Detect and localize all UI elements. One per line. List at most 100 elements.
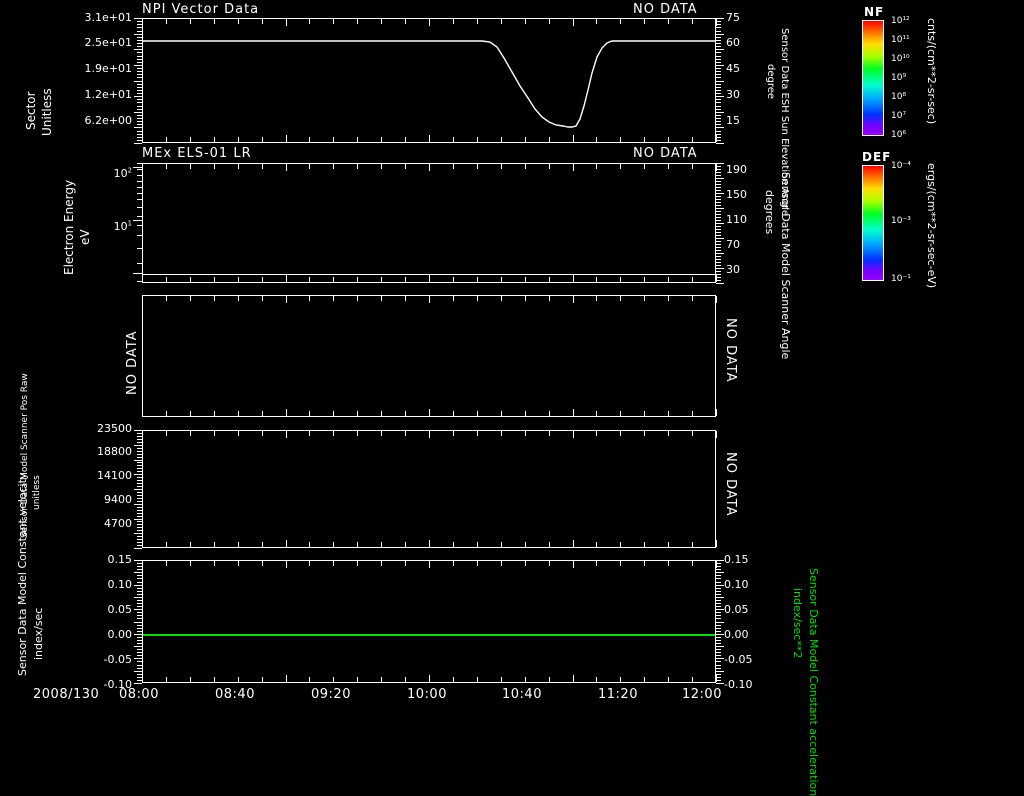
axis-tick	[596, 677, 597, 682]
axis-tick	[716, 540, 717, 547]
axis-tick	[137, 668, 142, 669]
axis-tick	[137, 436, 142, 437]
axis-tick	[357, 542, 358, 547]
axis-tick	[620, 19, 621, 24]
axis-tick	[716, 575, 721, 576]
axis-tick	[716, 671, 724, 672]
panel-5-plot-area[interactable]	[142, 560, 716, 683]
axis-tick	[692, 19, 693, 24]
axis-tick	[190, 296, 191, 301]
panel-2-plot-area[interactable]	[142, 163, 716, 283]
panel-4-ytick-4: 4700	[104, 517, 132, 530]
axis-tick	[190, 277, 191, 282]
axis-tick	[137, 187, 142, 188]
axis-tick	[620, 277, 621, 282]
axis-tick	[214, 561, 215, 566]
axis-tick	[596, 137, 597, 142]
axis-tick	[477, 296, 478, 301]
axis-tick	[692, 677, 693, 682]
axis-tick	[262, 277, 263, 282]
axis-tick	[501, 431, 502, 436]
axis-tick	[134, 460, 142, 461]
panel-2-right-ytick-3: 70	[726, 238, 740, 251]
axis-tick	[453, 677, 454, 682]
axis-tick	[137, 40, 142, 41]
axis-tick	[716, 19, 717, 26]
axis-tick	[166, 542, 167, 547]
axis-tick	[549, 411, 550, 416]
axis-tick	[620, 411, 621, 416]
axis-tick	[716, 561, 717, 568]
axis-tick	[668, 411, 669, 416]
axis-tick	[190, 677, 191, 682]
axis-tick	[137, 109, 142, 110]
axis-tick	[357, 561, 358, 566]
axis-tick	[477, 561, 478, 566]
panel-1-plot-area[interactable]	[142, 18, 716, 143]
axis-tick	[668, 137, 669, 142]
axis-tick	[333, 137, 334, 142]
panel-5-ytick-3: 0.00	[107, 628, 133, 641]
axis-tick	[716, 65, 724, 66]
axis-tick	[716, 634, 724, 635]
panel-5-series-line	[143, 634, 715, 636]
axis-tick	[644, 19, 645, 24]
axis-tick	[716, 134, 721, 135]
axis-tick	[501, 296, 502, 301]
axis-tick	[137, 115, 142, 116]
axis-tick	[137, 62, 142, 63]
axis-tick	[716, 202, 721, 203]
axis-tick	[716, 283, 724, 284]
axis-tick	[137, 124, 142, 125]
axis-tick	[716, 262, 721, 263]
axis-tick	[405, 164, 406, 169]
axis-tick	[137, 102, 142, 103]
axis-tick	[137, 43, 142, 44]
axis-tick	[525, 411, 526, 416]
axis-tick	[716, 582, 721, 583]
axis-tick	[137, 137, 142, 138]
colorbar-nf-tick-4: 10⁸	[891, 92, 907, 102]
axis-tick	[137, 90, 142, 91]
axis-tick	[668, 19, 669, 24]
axis-tick	[134, 671, 142, 672]
axis-tick	[238, 277, 239, 282]
axis-tick	[716, 77, 721, 78]
axis-tick	[501, 277, 502, 282]
axis-tick	[668, 296, 669, 301]
axis-tick	[137, 193, 142, 194]
axis-tick	[596, 542, 597, 547]
axis-tick	[549, 277, 550, 282]
axis-tick	[142, 561, 143, 568]
axis-tick	[525, 19, 526, 24]
axis-tick	[716, 24, 721, 25]
x-axis-tick-3: 10:00	[407, 687, 447, 702]
x-axis-tick-1: 08:40	[215, 687, 255, 702]
axis-tick	[573, 540, 574, 547]
panel-3-plot-area[interactable]	[142, 295, 716, 417]
axis-tick	[525, 431, 526, 436]
axis-tick	[716, 127, 724, 128]
axis-tick	[137, 451, 142, 452]
axis-tick	[716, 594, 721, 595]
axis-tick	[405, 296, 406, 301]
axis-tick	[309, 542, 310, 547]
axis-tick	[716, 560, 724, 561]
panel-4-plot-area[interactable]	[142, 430, 716, 548]
axis-tick	[716, 241, 721, 242]
axis-tick	[166, 296, 167, 301]
axis-tick	[716, 675, 717, 682]
axis-tick	[716, 164, 717, 171]
axis-tick	[137, 465, 142, 466]
axis-tick	[137, 56, 142, 57]
axis-tick	[190, 137, 191, 142]
axis-tick	[716, 43, 721, 44]
axis-tick	[501, 561, 502, 566]
axis-tick	[134, 622, 142, 623]
panel-2-ytick-1: 101	[113, 219, 132, 233]
axis-tick	[134, 597, 142, 598]
colorbar-def-gradient[interactable]	[862, 165, 884, 281]
axis-tick	[137, 163, 142, 164]
axis-tick	[134, 49, 142, 50]
colorbar-nf-gradient[interactable]	[862, 20, 884, 136]
